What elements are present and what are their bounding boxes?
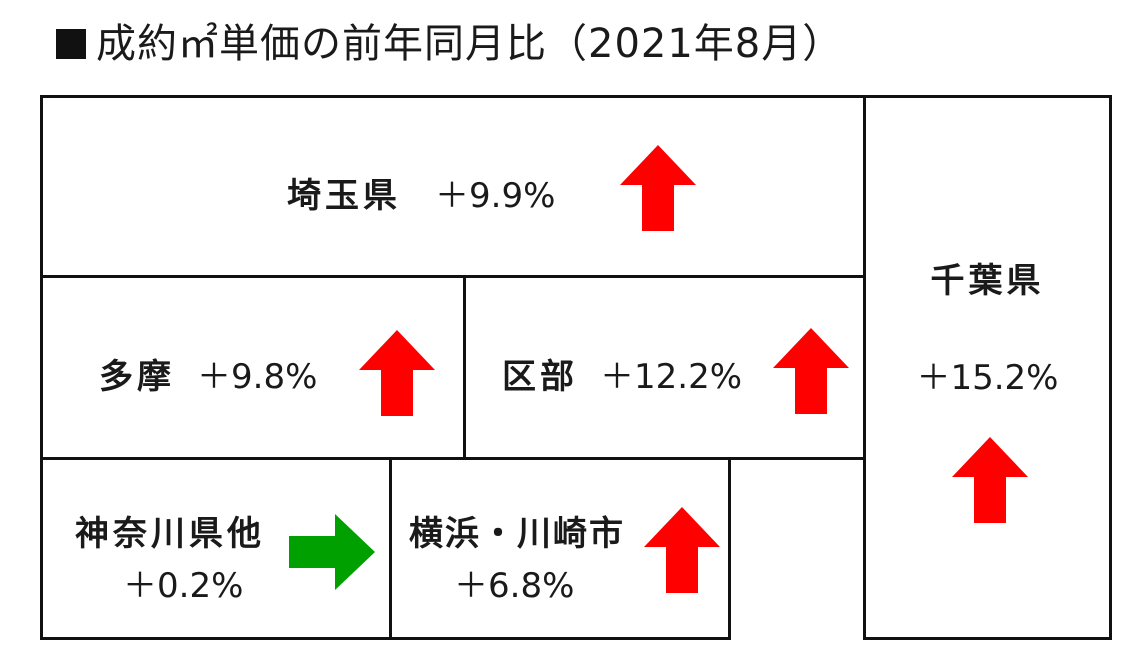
region-saitama-name: 埼玉県 (287, 176, 401, 216)
region-kanagawa: 神奈川県他 ＋0.2% (40, 457, 392, 640)
region-tama-change: ＋9.8% (197, 357, 318, 397)
right-arrow-icon (289, 514, 375, 590)
region-saitama-label: 埼玉県 ＋9.9% (287, 176, 555, 216)
chart-title: 成約㎡単価の前年同月比（2021年8月） (56, 14, 843, 74)
up-arrow-icon (620, 145, 696, 231)
chart-title-text: 成約㎡単価の前年同月比（2021年8月） (96, 21, 844, 67)
square-bullet-icon (56, 29, 86, 59)
region-chiba: 千葉県 ＋15.2% (863, 95, 1112, 640)
region-yokohama-change: ＋6.8% (454, 566, 575, 606)
region-ku: 区部 ＋12.2% (463, 275, 866, 460)
region-yokohama-name-wrap: 横浜・川崎市 (409, 514, 625, 554)
region-chiba-change: ＋15.2% (916, 358, 1059, 398)
region-kanagawa-change-wrap: ＋0.2% (123, 566, 243, 606)
region-chiba-change-wrap: ＋15.2% (866, 358, 1109, 398)
region-ku-change: ＋12.2% (600, 357, 743, 397)
region-saitama: 埼玉県 ＋9.9% (40, 95, 866, 278)
region-kanagawa-name-wrap: 神奈川県他 (75, 514, 265, 554)
up-arrow-icon (773, 328, 849, 414)
up-arrow-icon (644, 507, 720, 593)
region-kanagawa-change: ＋0.2% (123, 566, 244, 606)
region-tama: 多摩 ＋9.8% (40, 275, 466, 460)
region-yokohama-name: 横浜・川崎市 (409, 514, 625, 554)
region-kanagawa-name: 神奈川県他 (75, 514, 265, 554)
region-tama-name: 多摩 (99, 357, 175, 397)
region-chiba-name-wrap: 千葉県 (866, 261, 1109, 301)
region-yokohama-change-wrap: ＋6.8% (454, 566, 574, 606)
region-ku-name: 区部 (502, 357, 578, 397)
region-saitama-change: ＋9.9% (435, 176, 556, 216)
region-chiba-name: 千葉県 (930, 261, 1045, 301)
region-ku-label: 区部 ＋12.2% (502, 357, 742, 397)
up-arrow-icon (359, 330, 435, 416)
region-tama-label: 多摩 ＋9.8% (99, 357, 317, 397)
region-yokohama: 横浜・川崎市 ＋6.8% (389, 457, 731, 640)
up-arrow-icon (952, 437, 1028, 523)
